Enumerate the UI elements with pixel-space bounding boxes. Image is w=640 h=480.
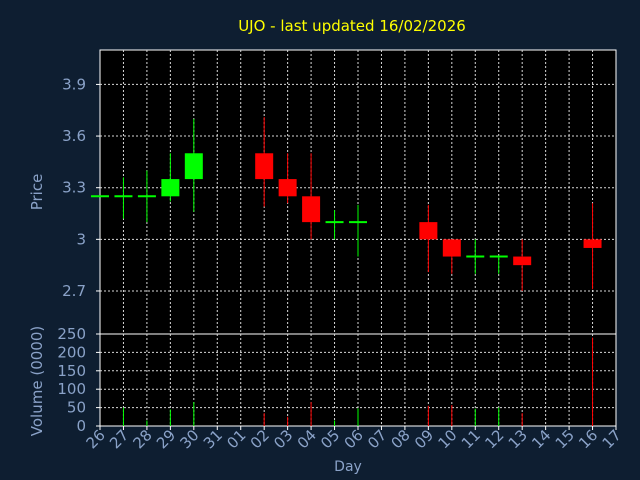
volume-tick-label: 0 (76, 417, 86, 435)
volume-tick-label: 50 (67, 399, 86, 417)
price-tick-label: 3.9 (62, 75, 86, 93)
day-tick-label: 12 (481, 426, 507, 452)
day-tick-label: 14 (528, 426, 554, 452)
day-tick-label: 26 (83, 426, 109, 452)
volume-tick-label: 150 (57, 362, 86, 380)
day-tick-label: 07 (364, 426, 390, 452)
day-tick-label: 29 (153, 426, 179, 452)
volume-tick-label: 250 (57, 325, 86, 343)
day-tick-label: 01 (223, 426, 249, 452)
day-tick-label: 06 (341, 426, 367, 452)
day-tick-label: 28 (130, 426, 156, 452)
price-axis: 3.9 3.6 3.3 3 2.7 (62, 75, 100, 300)
day-tick-label: 09 (411, 426, 437, 452)
candle-body (255, 153, 274, 180)
x-axis-label: Day (334, 459, 362, 475)
day-tick-label: 11 (458, 426, 484, 452)
candle-body (419, 222, 438, 240)
candle-body (583, 239, 602, 248)
day-tick-label: 03 (270, 426, 296, 452)
day-tick-label: 31 (200, 426, 226, 452)
volume-tick-label: 200 (57, 343, 86, 361)
price-candles (91, 117, 602, 291)
candle-body (184, 153, 203, 180)
y-axis-label: Price (28, 174, 46, 211)
day-tick-label: 17 (599, 426, 625, 452)
day-tick-label: 08 (388, 426, 414, 452)
price-tick-label: 3 (76, 230, 86, 248)
candle-body (442, 239, 461, 257)
price-tick-label: 3.3 (62, 179, 86, 197)
day-tick-label: 04 (294, 426, 320, 452)
candle-body (161, 179, 180, 197)
day-tick-label: 27 (106, 426, 132, 452)
candle-body (278, 179, 297, 197)
volume-bars (122, 337, 594, 426)
day-tick-label: 30 (176, 426, 202, 452)
day-tick-label: 13 (505, 426, 531, 452)
candle-body (513, 256, 532, 266)
candle-body (302, 196, 321, 223)
price-tick-label: 2.7 (62, 282, 86, 300)
day-tick-label: 16 (575, 426, 601, 452)
day-tick-label: 02 (247, 426, 273, 452)
day-tick-label: 10 (434, 426, 460, 452)
day-axis: 2627282930310102030405060708091011121314… (83, 426, 625, 452)
chart-title: UJO - last updated 16/02/2026 (238, 17, 466, 35)
volume-axis-label: Volume (0000) (28, 326, 46, 436)
volume-tick-label: 100 (57, 380, 86, 398)
price-tick-label: 3.6 (62, 127, 86, 145)
day-tick-label: 15 (552, 426, 578, 452)
day-tick-label: 05 (317, 426, 343, 452)
